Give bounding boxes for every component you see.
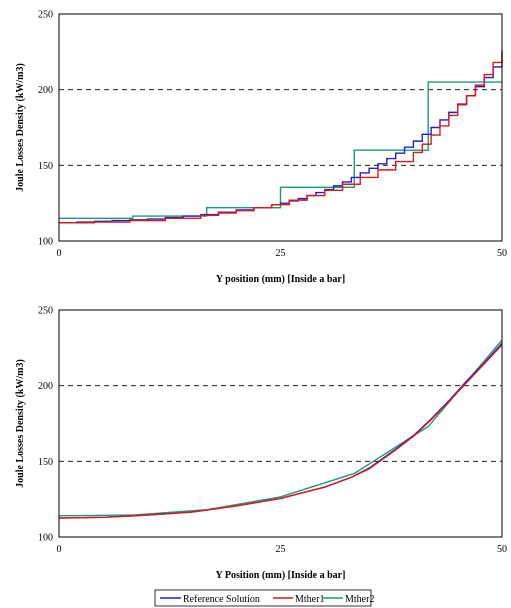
series-lines [58, 339, 503, 519]
series-line-mther2 [59, 81, 502, 219]
y-tick-label-100: 100 [38, 533, 53, 544]
x-tick-label-0: 0 [57, 248, 62, 259]
y-tick-label-150: 150 [38, 161, 53, 172]
x-tick-label-50: 50 [497, 544, 507, 555]
chart-top: 100 150 200 250 0 25 50 Y position (mm) [Insid… [15, 10, 507, 286]
y-tick-label-250: 250 [38, 10, 53, 21]
x-axis-title: Y position (mm) [Inside a bar] [216, 274, 345, 285]
series-line-mther1 [58, 344, 503, 519]
x-tick-label-50: 50 [497, 248, 507, 259]
y-tick-label-150: 150 [38, 457, 53, 468]
tick-labels: 100 150 200 250 0 25 50 [38, 10, 507, 260]
y-tick-label-200: 200 [38, 381, 53, 392]
y-tick-label-100: 100 [38, 237, 53, 248]
series-line-reference [58, 342, 503, 519]
series-line-mther1 [59, 50, 503, 224]
legend-label-mther2: Mther2 [345, 594, 374, 605]
grid-lines [59, 309, 502, 462]
y-tick-label-200: 200 [38, 85, 53, 96]
x-tick-label-25: 25 [276, 544, 286, 555]
tick-labels: 100 150 200 250 0 25 50 [38, 306, 507, 556]
x-tick-label-0: 0 [57, 544, 62, 555]
y-axis-title: Joule Losses Density (kW/m3) [15, 359, 26, 488]
plot-frame [58, 309, 503, 538]
series-lines [59, 50, 503, 224]
y-tick-label-250: 250 [38, 306, 53, 317]
chart-bottom: 100 150 200 250 0 25 50 Y Position (mm) [Insid… [15, 306, 507, 582]
plot-frame [58, 13, 503, 242]
legend-label-mther1: Mther1 [295, 594, 324, 605]
x-axis-title: Y Position (mm) [Inside a bar] [216, 570, 346, 581]
y-axis-title: Joule Losses Density (kW/m3) [15, 63, 26, 192]
legend-label-reference: Reference Solution [183, 594, 260, 605]
legend-box [154, 589, 372, 607]
legend: Reference Solution Mther1 Mther2 [154, 589, 374, 607]
grid-lines [59, 13, 502, 166]
x-tick-label-25: 25 [276, 248, 286, 259]
series-line-mther2 [58, 339, 503, 517]
